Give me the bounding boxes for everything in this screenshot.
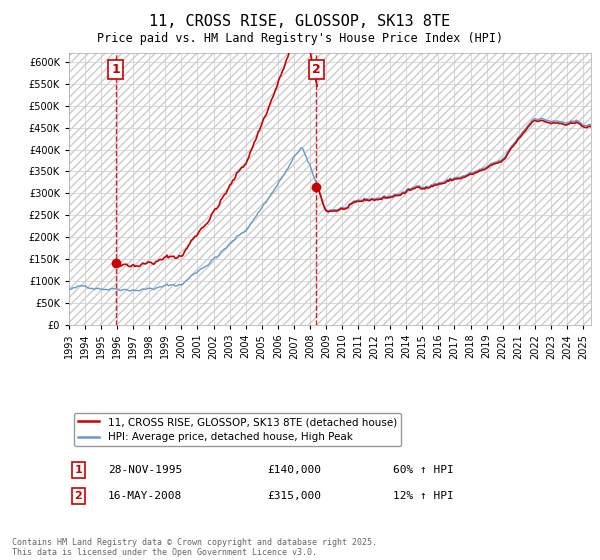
Text: 1: 1 [74,465,82,475]
Text: 2: 2 [74,491,82,501]
Text: Price paid vs. HM Land Registry's House Price Index (HPI): Price paid vs. HM Land Registry's House … [97,32,503,45]
Text: 28-NOV-1995: 28-NOV-1995 [108,465,182,475]
Text: 60% ↑ HPI: 60% ↑ HPI [392,465,454,475]
Text: 11, CROSS RISE, GLOSSOP, SK13 8TE: 11, CROSS RISE, GLOSSOP, SK13 8TE [149,14,451,29]
Text: 16-MAY-2008: 16-MAY-2008 [108,491,182,501]
Text: £315,000: £315,000 [268,491,322,501]
Text: 12% ↑ HPI: 12% ↑ HPI [392,491,454,501]
Text: £140,000: £140,000 [268,465,322,475]
Text: 1: 1 [112,63,120,76]
Text: 2: 2 [311,63,320,76]
Legend: 11, CROSS RISE, GLOSSOP, SK13 8TE (detached house), HPI: Average price, detached: 11, CROSS RISE, GLOSSOP, SK13 8TE (detac… [74,413,401,446]
Text: Contains HM Land Registry data © Crown copyright and database right 2025.
This d: Contains HM Land Registry data © Crown c… [12,538,377,557]
